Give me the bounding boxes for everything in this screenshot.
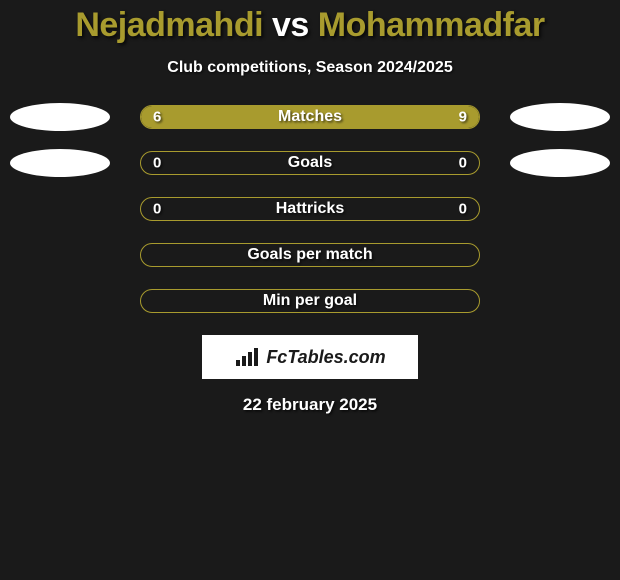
title-vs: vs (272, 6, 309, 44)
stat-value-player2: 0 (459, 155, 467, 172)
stat-row: 0 0 Goals (0, 151, 620, 175)
date-text: 22 february 2025 (0, 395, 620, 415)
stat-label: Goals (288, 154, 332, 172)
player2-ellipse (510, 103, 610, 131)
stat-value-player2: 9 (459, 109, 467, 126)
title-player1: Nejadmahdi (75, 6, 272, 44)
page-title: Nejadmahdi vs Mohammadfar (0, 0, 620, 45)
title-player2: Mohammadfar (309, 6, 545, 44)
logo-text: FcTables.com (266, 347, 385, 368)
stat-row: 0 0 Hattricks (0, 197, 620, 221)
stat-label: Hattricks (276, 200, 344, 218)
stat-row: 6 9 Matches (0, 105, 620, 129)
player1-ellipse (10, 149, 110, 177)
logo-box: FcTables.com (202, 335, 418, 379)
stat-value-player1: 0 (153, 155, 161, 172)
bars-icon (234, 346, 262, 368)
player2-ellipse (510, 149, 610, 177)
stats-content: 6 9 Matches 0 0 Goals 0 0 Hattricks Goals per mat… (0, 105, 620, 313)
stat-bar: 6 9 Matches (140, 105, 480, 129)
stat-label: Min per goal (263, 292, 357, 310)
subtitle: Club competitions, Season 2024/2025 (0, 59, 620, 77)
stat-value-player1: 6 (153, 109, 161, 126)
stat-value-player2: 0 (459, 201, 467, 218)
stat-bar: Min per goal (140, 289, 480, 313)
stat-bar: Goals per match (140, 243, 480, 267)
stat-value-player1: 0 (153, 201, 161, 218)
stat-label: Goals per match (247, 246, 372, 264)
player1-ellipse (10, 103, 110, 131)
stat-row: Min per goal (0, 289, 620, 313)
stat-bar: 0 0 Hattricks (140, 197, 480, 221)
stat-label: Matches (278, 108, 342, 126)
stat-row: Goals per match (0, 243, 620, 267)
stat-bar: 0 0 Goals (140, 151, 480, 175)
